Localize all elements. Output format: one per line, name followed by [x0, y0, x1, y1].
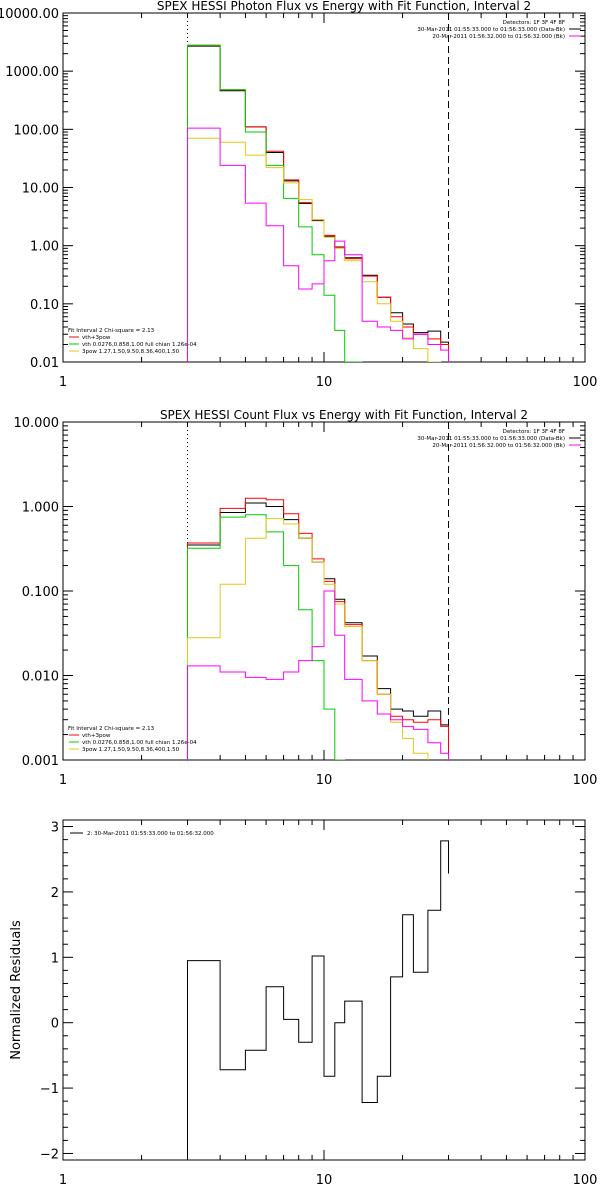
y-tick-label: 0.010 — [22, 670, 59, 685]
series-line-3 — [187, 514, 346, 760]
y-tick-label: 2 — [51, 886, 59, 901]
x-tick-label: 1 — [59, 1173, 67, 1188]
detector-header-line: 30-Mar-2011 01:55:33.000 to 01:56:33.000… — [417, 27, 565, 33]
x-tick-label: 1 — [59, 375, 67, 390]
y-tick-label: −2 — [40, 1147, 59, 1162]
chart-panel-2: SPEX HESSI Count Flux vs Energy with Fit… — [14, 408, 598, 788]
y-tick-label: 10.000 — [14, 416, 60, 431]
x-tick-label: 1 — [59, 773, 67, 788]
fit-legend-line: vth 0.0276,0.858,1.00 full chian 1.26e-0… — [82, 342, 197, 348]
fit-legend-line: Fit Interval 2 Chi-square = 2.13 — [68, 328, 155, 334]
y-tick-label: 3 — [51, 821, 59, 836]
chart-panel-3: 1 10 100 −2 −1 0 1 2 3 Normalized Residuals 2: 30-… — [9, 819, 598, 1188]
fit-legend-line: Fit Interval 2 Chi-square = 2.13 — [68, 726, 155, 732]
x-tick-label: 100 — [573, 773, 598, 788]
residual-legend-label: 2: 30-Mar-2011 01:55:33.000 to 01:56:32.… — [87, 831, 214, 837]
y-tick-label: 1.00 — [30, 240, 59, 255]
fit-legend-line: vth+3pow — [82, 733, 111, 739]
y-tick-label: 1000.00 — [5, 65, 59, 80]
y-axis-label: Normalized Residuals — [9, 920, 24, 1060]
plot-area — [187, 840, 449, 1160]
series-line-1 — [187, 45, 449, 362]
x-tick-label: 10 — [316, 773, 333, 788]
x-tick-label: 10 — [316, 375, 333, 390]
x-tick-label: 10 — [316, 1173, 333, 1188]
series-line-3 — [187, 44, 363, 362]
y-tick-label: 0 — [51, 1017, 59, 1032]
fit-legend-line: 3pow 1.27,1.50,9.50,8.36,400,1.50 — [82, 747, 180, 753]
fit-legend-line: vth+3pow — [82, 335, 111, 341]
fit-legend-line: vth 0.0276,0.858,1.00 full chian 1.26e-0… — [82, 740, 197, 746]
y-tick-label: 0.100 — [22, 585, 59, 600]
series-line-4 — [187, 518, 429, 760]
y-tick-label: 1.000 — [22, 501, 59, 516]
series-line-5 — [187, 127, 449, 362]
y-tick-label: 10000.00 — [0, 7, 59, 22]
y-tick-label: 0.01 — [30, 356, 59, 371]
series-line-2 — [187, 44, 449, 362]
chart-title: SPEX HESSI Photon Flux vs Energy with Fi… — [157, 0, 531, 13]
series-line-5 — [187, 590, 449, 760]
fit-legend-line: 3pow 1.27,1.50,9.50,8.36,400,1.50 — [82, 349, 180, 355]
plot-area — [187, 497, 449, 760]
series-line-4 — [187, 137, 442, 362]
chart-title: SPEX HESSI Count Flux vs Energy with Fit… — [160, 408, 528, 422]
y-tick-label: 10.00 — [22, 182, 59, 197]
y-tick-label: 1 — [51, 951, 59, 966]
x-tick-label: 100 — [573, 375, 598, 390]
chart-panel-1: SPEX HESSI Photon Flux vs Energy with Fi… — [0, 0, 597, 390]
series-line-1 — [187, 840, 449, 1160]
detector-header-line: Detectors: 1F 3F 4F 8F — [503, 429, 565, 435]
series-line-1 — [187, 502, 449, 760]
series-line-2 — [187, 497, 449, 760]
plot-frame — [62, 12, 586, 363]
y-tick-label: 0.10 — [30, 298, 59, 313]
y-tick-label: −1 — [40, 1082, 59, 1097]
y-tick-label: 100.00 — [14, 123, 60, 138]
x-tick-label: 100 — [573, 1173, 598, 1188]
detector-header-line: Detectors: 1F 3F 4F 8F — [503, 20, 565, 26]
detector-header-line: 20-Mar-2011 01:56:32.000 to 01:56:32.000… — [432, 34, 565, 40]
y-tick-label: 0.001 — [22, 754, 59, 769]
plot-area — [187, 44, 449, 362]
detector-header-line: 20-Mar-2011 01:56:32.000 to 01:56:32.000… — [432, 443, 565, 449]
detector-header-line: 30-Mar-2011 01:55:33.000 to 01:56:33.000… — [417, 436, 565, 442]
